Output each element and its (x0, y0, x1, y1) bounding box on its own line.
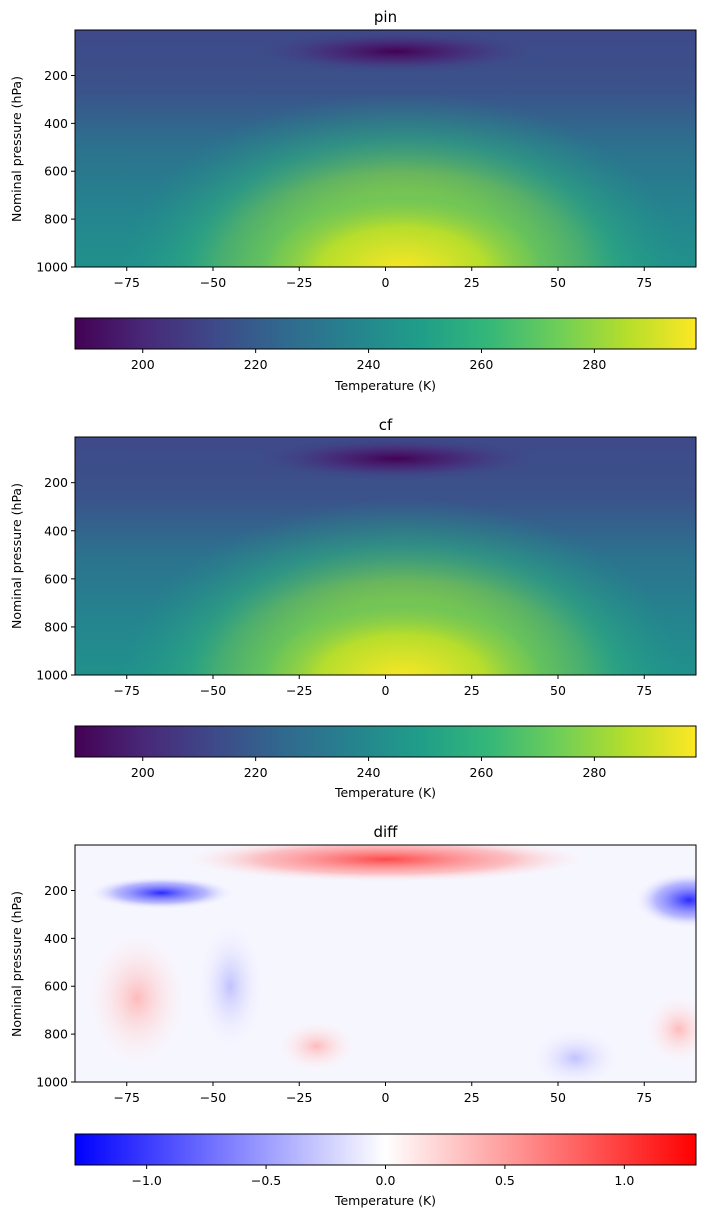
y-tick-label: 800 (44, 619, 68, 634)
y-tick-label: 800 (44, 212, 68, 227)
x-tick-label: 75 (636, 275, 652, 290)
ylabel-diff: Nominal pressure (hPa) (9, 891, 24, 1037)
x-tick-label: 25 (464, 683, 480, 698)
axes-pin: −75 −50 −25 0 25 50 75 200 400 600 800 1000 (36, 29, 697, 290)
x-tick-label: 0 (382, 275, 390, 290)
x-tick-label: −25 (286, 683, 312, 698)
heatmap-pin (75, 30, 696, 267)
x-tick-label: −50 (200, 683, 226, 698)
y-tick-label: 600 (44, 164, 68, 179)
y-tick-label: 200 (44, 883, 68, 898)
x-tick-label: 50 (550, 683, 566, 698)
x-tick-label: −75 (114, 275, 140, 290)
y-tick-label: 800 (44, 1027, 68, 1042)
x-tick-label: −25 (286, 275, 312, 290)
x-tick-label: −75 (114, 1090, 140, 1105)
colorbar-gradient (74, 317, 697, 350)
colorbar-label-diff: Temperature (K) (334, 1193, 436, 1208)
y-tick-label: 600 (44, 571, 68, 586)
x-tick-label: −75 (114, 683, 140, 698)
y-tick-label: 1000 (36, 260, 68, 275)
y-tick-label: 200 (44, 475, 68, 490)
heatmap-diff (75, 845, 696, 1082)
panel-pin: pin Nominal pressure (hPa) −75 −50 −25 0 25 5… (9, 8, 697, 393)
colorbar-cf: 200 220 240 260 280 (74, 725, 697, 780)
x-tick-label: −25 (286, 1090, 312, 1105)
colorbar-tick-label: 260 (470, 357, 494, 372)
x-tick-label: −50 (200, 1090, 226, 1105)
x-tick-label: 50 (550, 275, 566, 290)
y-tick-label: 400 (44, 931, 68, 946)
x-tick-label: 25 (464, 1090, 480, 1105)
x-tick-label: 75 (636, 683, 652, 698)
y-tick-label: 400 (44, 523, 68, 538)
x-tick-label: 50 (550, 1090, 566, 1105)
panel-diff: diff Nominal pressure (hPa) −75 −50 −25 0 25… (9, 823, 697, 1208)
x-tick-label: 0 (382, 1090, 390, 1105)
colorbar-diff: −1.0 −0.5 0.0 0.5 1.0 (74, 1133, 697, 1188)
panel-cf: cf Nominal pressure (hPa) −75 −50 −25 0 25 50… (9, 416, 697, 800)
colorbar-tick-label: 200 (131, 357, 155, 372)
colorbar-gradient (74, 1133, 697, 1166)
colorbar-pin: 200 220 240 260 280 (74, 317, 697, 372)
ylabel-pin: Nominal pressure (hPa) (9, 76, 24, 222)
colorbar-label-pin: Temperature (K) (334, 378, 436, 393)
colorbar-tick-label: 280 (582, 357, 606, 372)
y-tick-label: 1000 (36, 1075, 68, 1090)
colorbar-tick-label: 240 (357, 765, 381, 780)
colorbar-tick-label: 220 (244, 357, 268, 372)
ylabel-cf: Nominal pressure (hPa) (9, 483, 24, 629)
colorbar-tick-label: 280 (582, 765, 606, 780)
colorbar-tick-label: −0.5 (251, 1173, 281, 1188)
heatmap-cf (75, 437, 696, 675)
colorbar-tick-label: 200 (131, 765, 155, 780)
axes-cf: −75 −50 −25 0 25 50 75 200 400 600 800 1000 (36, 436, 697, 698)
plot-title-pin: pin (374, 8, 397, 26)
y-tick-label: 200 (44, 68, 68, 83)
x-tick-label: 25 (464, 275, 480, 290)
colorbar-tick-label: 0.5 (495, 1173, 515, 1188)
y-tick-label: 1000 (36, 668, 68, 683)
x-tick-label: −50 (200, 275, 226, 290)
plot-title-cf: cf (379, 416, 393, 434)
colorbar-label-cf: Temperature (K) (334, 785, 436, 800)
colorbar-tick-label: 1.0 (614, 1173, 634, 1188)
colorbar-tick-label: 260 (470, 765, 494, 780)
y-tick-label: 600 (44, 979, 68, 994)
x-tick-label: 0 (382, 683, 390, 698)
colorbar-tick-label: 240 (357, 357, 381, 372)
colorbar-tick-label: 0.0 (376, 1173, 396, 1188)
x-tick-label: 75 (636, 1090, 652, 1105)
colorbar-tick-label: 220 (244, 765, 268, 780)
axes-diff: −75 −50 −25 0 25 50 75 200 400 600 800 1000 (36, 844, 697, 1105)
colorbar-gradient (74, 725, 697, 758)
colorbar-tick-label: −1.0 (131, 1173, 161, 1188)
plot-title-diff: diff (373, 823, 398, 841)
y-tick-label: 400 (44, 116, 68, 131)
